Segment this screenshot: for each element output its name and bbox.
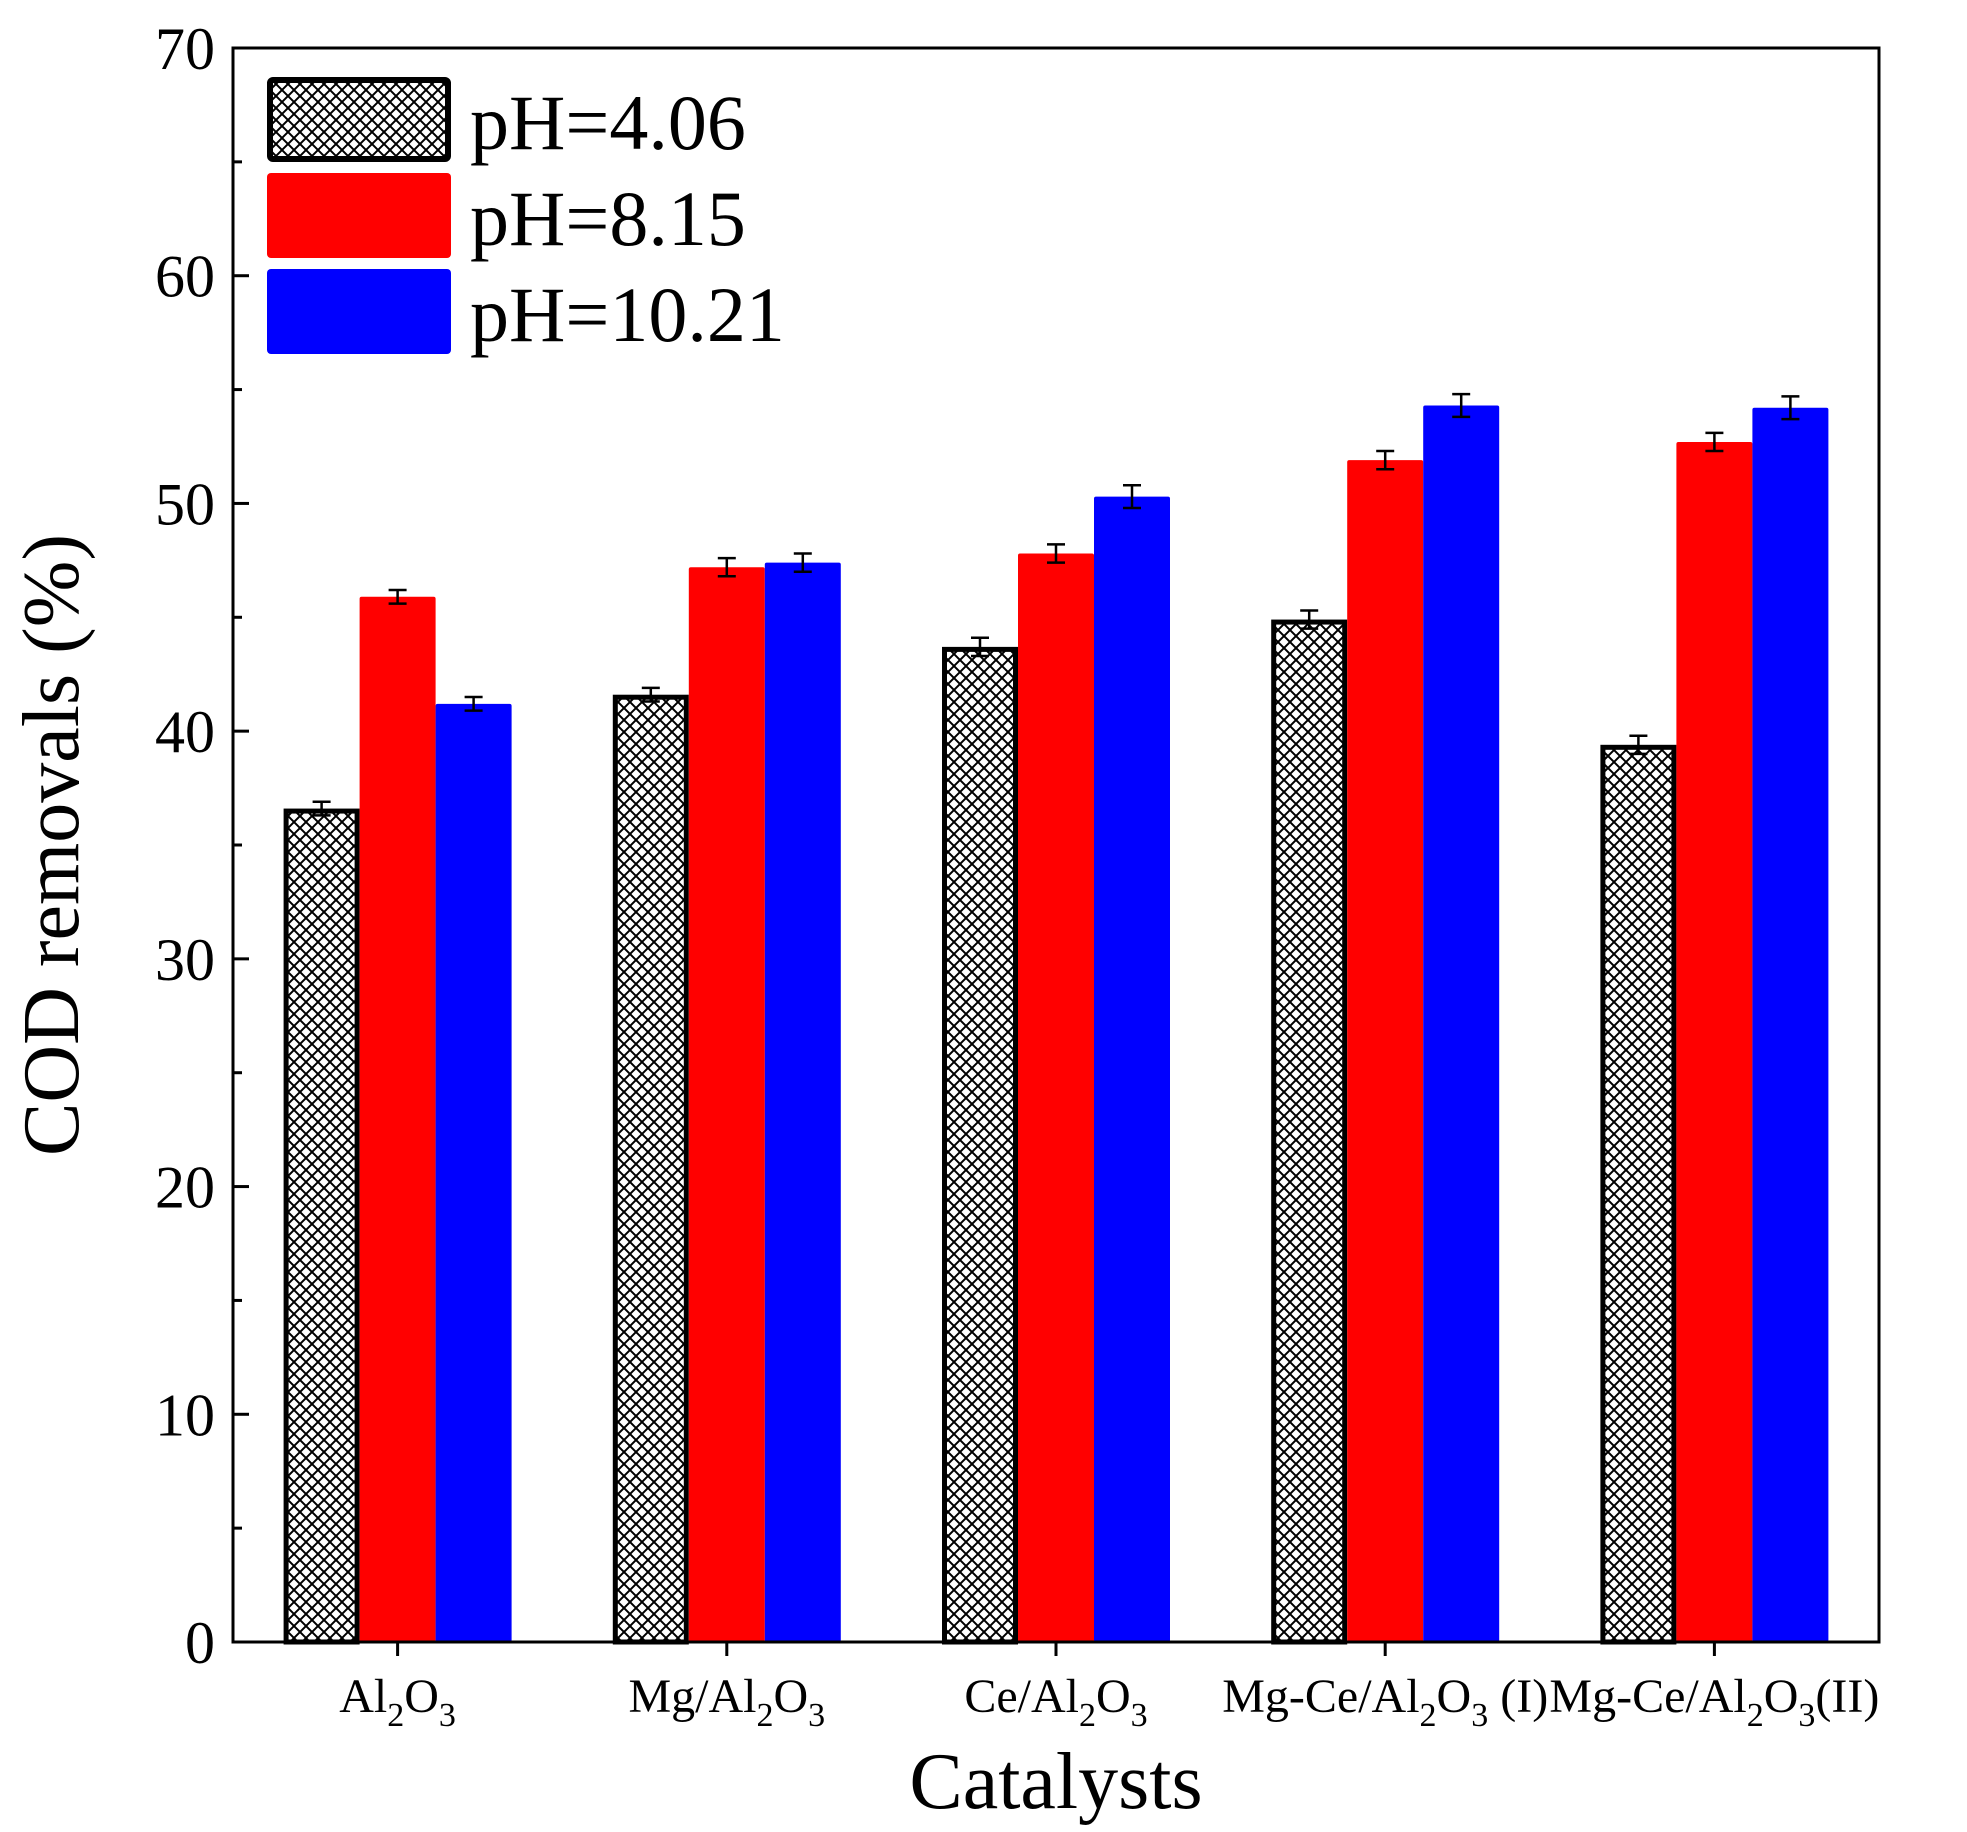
y-tick-label: 50 — [155, 471, 215, 537]
y-tick-label: 20 — [155, 1155, 215, 1221]
y-tick-label: 70 — [155, 16, 215, 82]
x-tick-label: Mg/Al2O3 — [628, 1670, 825, 1734]
legend-swatch-ph-4-06 — [267, 77, 451, 162]
bar-ph-4-06 — [612, 694, 689, 1645]
bar-ph-8-15 — [1676, 441, 1753, 1643]
bar-ph-10-21 — [1094, 496, 1170, 1642]
bar-ph-4-06 — [942, 646, 1018, 1645]
bar-ph-4-06 — [283, 808, 360, 1645]
legend-swatch-ph-10-21 — [267, 269, 451, 354]
bar-ph-8-15 — [1347, 460, 1424, 1643]
bar-ph-10-21 — [764, 562, 841, 1642]
bar-ph-8-15 — [1018, 553, 1094, 1643]
y-axis-title: COD removals (%) — [8, 534, 96, 1156]
bar-ph-10-21 — [1752, 407, 1829, 1642]
y-tick-label: 0 — [185, 1610, 215, 1676]
bar-ph-4-06 — [1600, 744, 1677, 1645]
y-tick-label: 30 — [155, 927, 215, 993]
x-tick-label: Mg-Ce/Al2O3 (I) — [1222, 1670, 1548, 1734]
bar-ph-4-06 — [1271, 619, 1348, 1645]
bar-ph-10-21 — [435, 703, 512, 1642]
bar-ph-8-15 — [359, 596, 436, 1642]
bar-ph-10-21 — [1423, 405, 1500, 1642]
x-tick-label: Mg-Ce/Al2O3(II) — [1549, 1670, 1879, 1734]
y-tick-label: 40 — [155, 699, 215, 765]
legend-swatch-ph-8-15 — [267, 173, 451, 258]
legend-label-ph-4-06: pH=4.06 — [470, 79, 746, 166]
legend-label-ph-8-15: pH=8.15 — [470, 175, 746, 262]
x-axis-title: Catalysts — [909, 1738, 1202, 1826]
legend-label-ph-10-21: pH=10.21 — [470, 271, 785, 358]
y-tick-label: 60 — [155, 244, 215, 310]
y-tick-label: 10 — [155, 1382, 215, 1448]
x-tick-label: Ce/Al2O3 — [964, 1670, 1147, 1734]
x-tick-label: Al2O3 — [339, 1670, 456, 1734]
bar-ph-8-15 — [688, 567, 765, 1642]
